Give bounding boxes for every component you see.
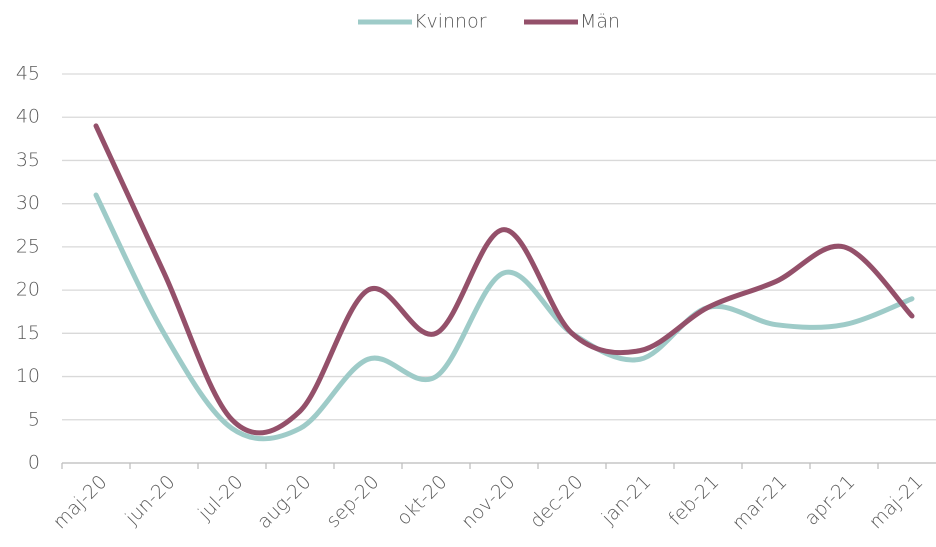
x-tick-label: mar-21 [728,471,791,534]
y-tick-label: 0 [28,452,40,474]
x-tick-label: jan-21 [597,471,656,530]
y-tick-label: 25 [16,235,40,257]
y-tick-label: 15 [16,322,40,344]
x-tick-label: dec-20 [526,471,588,533]
legend-label: Män [580,11,620,33]
y-tick-label: 40 [16,106,40,128]
x-tick-label: apr-21 [800,471,859,530]
x-tick-label: okt-20 [393,471,452,530]
y-tick-label: 20 [16,279,40,301]
x-tick-label: maj-21 [865,471,928,534]
x-tick-label: sep-20 [322,471,383,532]
x-tick-label: nov-20 [457,471,519,533]
y-tick-label: 30 [16,192,40,214]
legend-label: Kvinnor [414,11,487,33]
y-tick-label: 35 [16,149,40,171]
x-tick-label: feb-21 [664,471,723,530]
x-tick-label: jun-20 [120,471,179,530]
y-tick-label: 45 [16,63,40,85]
y-tick-label: 10 [16,365,40,387]
series-line [93,123,915,436]
x-tick-label: maj-20 [49,471,112,534]
x-tick-label: aug-20 [253,471,315,533]
series-line [93,192,915,442]
x-tick-label: jul-20 [193,471,247,525]
y-tick-label: 5 [28,408,40,430]
